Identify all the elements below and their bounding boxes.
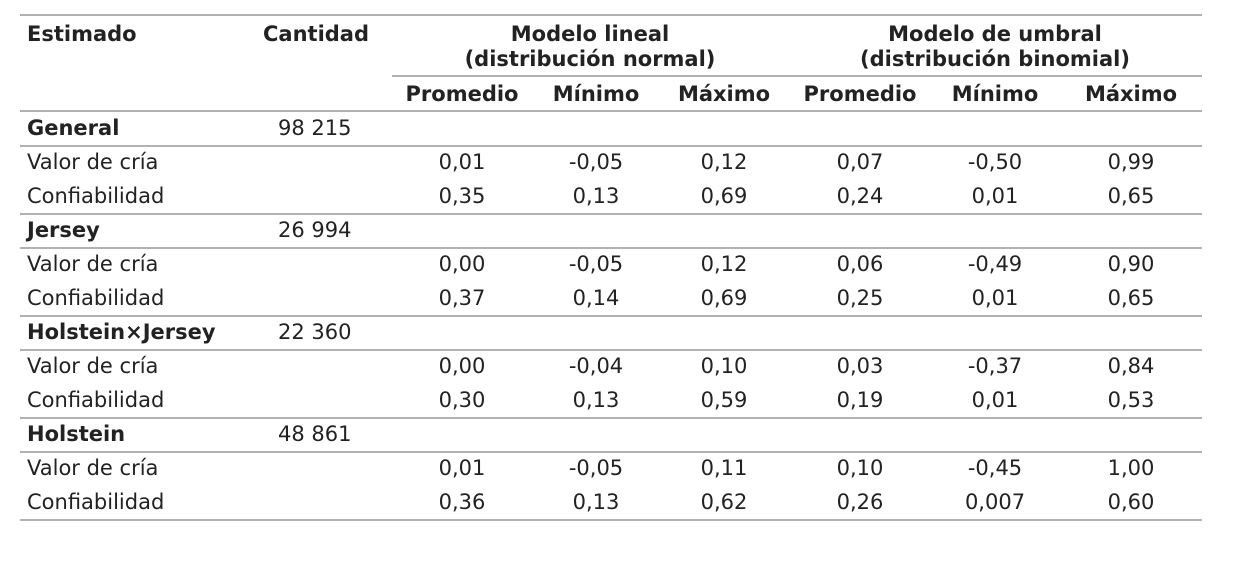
subheader: Promedio <box>406 82 519 106</box>
cell: 0,24 <box>837 184 884 208</box>
cell: -0,04 <box>569 354 623 378</box>
cell: -0,05 <box>569 456 623 480</box>
section-name: General <box>27 116 119 140</box>
row-label: Confiabilidad <box>27 184 164 208</box>
section-name: Holstein×Jersey <box>27 320 216 344</box>
row-label: Valor de cría <box>27 354 158 378</box>
cell: 0,30 <box>439 388 486 412</box>
cell: -0,45 <box>968 456 1022 480</box>
cell: 1,00 <box>1108 456 1155 480</box>
cell: 0,01 <box>439 150 486 174</box>
cell: 0,01 <box>972 388 1019 412</box>
subheader: Mínimo <box>952 82 1039 106</box>
cell: 0,35 <box>439 184 486 208</box>
cell: 0,37 <box>439 286 486 310</box>
cell: 0,36 <box>439 490 486 514</box>
subheader: Promedio <box>804 82 917 106</box>
cell: 0,19 <box>837 388 884 412</box>
cell: 0,06 <box>837 252 884 276</box>
cell: 0,00 <box>439 354 486 378</box>
subheader: Mínimo <box>553 82 640 106</box>
group-header: (distribución binomial) <box>860 47 1130 71</box>
cell: 0,13 <box>573 490 620 514</box>
cell: 0,00 <box>439 252 486 276</box>
cell: 0,65 <box>1108 286 1155 310</box>
cell: 0,99 <box>1108 150 1155 174</box>
subheader: Máximo <box>678 82 770 106</box>
row-label: Confiabilidad <box>27 286 164 310</box>
count: 26 994 <box>278 218 351 242</box>
cell: 0,01 <box>972 184 1019 208</box>
column-header: Estimado <box>27 22 137 46</box>
column-header: Cantidad <box>263 22 369 46</box>
cell: 0,10 <box>837 456 884 480</box>
section-name: Jersey <box>25 218 100 242</box>
cell: 0,26 <box>837 490 884 514</box>
cell: 0,84 <box>1108 354 1155 378</box>
cell: -0,50 <box>968 150 1022 174</box>
cell: 0,62 <box>701 490 748 514</box>
cell: -0,05 <box>569 150 623 174</box>
cell: 0,69 <box>701 286 748 310</box>
row-label: Valor de cría <box>27 252 158 276</box>
row-label: Valor de cría <box>27 456 158 480</box>
cell: 0,12 <box>701 252 748 276</box>
cell: 0,53 <box>1108 388 1155 412</box>
cell: -0,37 <box>968 354 1022 378</box>
section-name: Holstein <box>27 422 125 446</box>
group-header: Modelo de umbral <box>888 22 1102 46</box>
cell: 0,14 <box>573 286 620 310</box>
cell: 0,90 <box>1108 252 1155 276</box>
group-header: Modelo lineal <box>511 22 670 46</box>
cell: 0,25 <box>837 286 884 310</box>
row-label: Valor de cría <box>27 150 158 174</box>
cell: 0,10 <box>701 354 748 378</box>
cell: 0,12 <box>701 150 748 174</box>
cell: 0,65 <box>1108 184 1155 208</box>
cell: 0,01 <box>439 456 486 480</box>
cell: 0,007 <box>965 490 1025 514</box>
cell: 0,03 <box>837 354 884 378</box>
count: 48 861 <box>278 422 351 446</box>
cell: 0,69 <box>701 184 748 208</box>
cell: 0,07 <box>837 150 884 174</box>
row-label: Confiabilidad <box>27 490 164 514</box>
group-header: (distribución normal) <box>465 47 716 71</box>
cell: 0,01 <box>972 286 1019 310</box>
count: 98 215 <box>278 116 351 140</box>
row-label: Confiabilidad <box>27 388 164 412</box>
cell: 0,13 <box>573 388 620 412</box>
subheader: Máximo <box>1085 82 1177 106</box>
count: 22 360 <box>278 320 351 344</box>
cell: 0,13 <box>573 184 620 208</box>
cell: -0,05 <box>569 252 623 276</box>
cell: 0,60 <box>1108 490 1155 514</box>
cell: -0,49 <box>968 252 1022 276</box>
cell: 0,11 <box>701 456 748 480</box>
cell: 0,59 <box>701 388 748 412</box>
